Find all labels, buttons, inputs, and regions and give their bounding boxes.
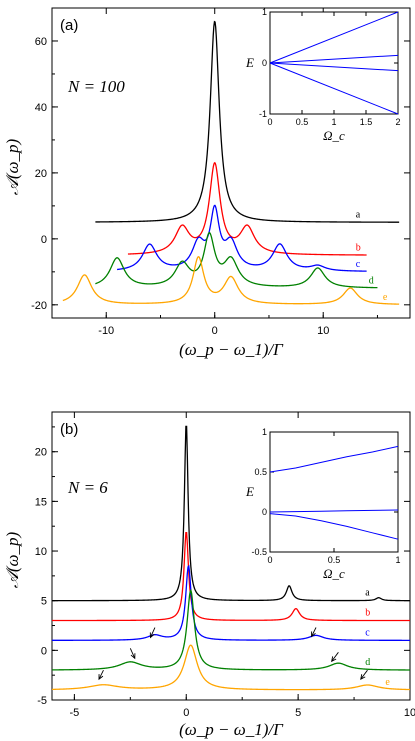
panel-label: (a)	[60, 17, 78, 34]
x-tick-label: 5	[295, 707, 301, 719]
x-axis-label: (ω_p − ω_1)/Γ	[179, 720, 284, 739]
y-tick-label: 15	[35, 496, 47, 508]
arrow-head	[149, 632, 155, 639]
inset-plot: 0 0.5 1-0.500.51Ω_cE	[245, 427, 400, 581]
inset-y-tick-label: 0.5	[254, 467, 267, 477]
series-label-e: e	[383, 292, 388, 303]
series-line-a	[52, 425, 411, 602]
x-tick-label: 0	[212, 325, 218, 337]
inset-line-0	[269, 11, 399, 64]
x-axis-label: (ω_p − ω_1)/Γ	[179, 340, 284, 359]
inset-frame	[269, 431, 399, 553]
inset-x-tick-label: 0	[267, 555, 272, 565]
inset-line-2	[269, 513, 399, 540]
y-axis-label: 𝒜(ω_p)	[3, 531, 22, 588]
inset-y-axis-label: E	[245, 484, 254, 499]
plot-frame	[51, 7, 411, 319]
inset-x-tick-label: 1	[331, 117, 336, 127]
inset-x-tick-label: 0.5	[296, 117, 309, 127]
y-tick-label: 5	[41, 596, 47, 608]
y-axis-label: 𝒜(ω_p)	[3, 138, 22, 195]
inset-x-axis-label: Ω_c	[323, 128, 345, 143]
inset-x-tick-label: 0.5	[328, 555, 341, 565]
series-line-e	[62, 255, 400, 305]
arrow-head	[360, 674, 366, 680]
plot-frame	[51, 411, 411, 701]
x-tick-label: 10	[317, 325, 329, 337]
inset-y-tick-label: 0	[262, 507, 267, 517]
y-tick-label: 0	[41, 645, 47, 657]
arrow-shaft	[129, 648, 136, 659]
y-tick-label: 40	[35, 102, 47, 114]
x-tick-label: -5	[69, 707, 79, 719]
inset-y-tick-label: -1	[259, 109, 267, 119]
inset-x-tick-label: 0	[267, 117, 272, 127]
series-label-b: b	[356, 242, 361, 253]
x-tick-label: 0	[183, 707, 189, 719]
inset-y-tick-label: 0	[262, 58, 267, 68]
series-label-c: c	[365, 627, 370, 638]
inset-line-3	[269, 62, 399, 115]
arrow-head	[311, 631, 316, 638]
arrow-shaft	[98, 670, 104, 680]
inset-line-0	[269, 445, 399, 473]
inset-line-1	[269, 509, 399, 513]
series-line-c	[51, 564, 410, 641]
x-tick-label: -10	[98, 325, 114, 337]
arrow-shaft	[311, 627, 317, 637]
panel-label: (b)	[60, 421, 78, 438]
panel-annotation: N = 6	[67, 478, 108, 497]
y-tick-label: -5	[37, 695, 47, 707]
series-label-c: c	[356, 259, 361, 270]
y-tick-label: 20	[35, 168, 47, 180]
series-line-d	[51, 588, 410, 671]
inset-y-tick-label: 1	[262, 7, 267, 17]
inset-y-tick-label: -0.5	[251, 547, 267, 557]
inset-x-tick-label: 2	[395, 117, 400, 127]
inset-frame	[269, 11, 399, 115]
y-tick-label: 0	[41, 234, 47, 246]
series-line-c	[117, 204, 367, 272]
series-label-b: b	[365, 608, 370, 619]
inset-x-tick-label: 1	[395, 555, 400, 565]
series-label-a: a	[356, 209, 361, 220]
arrow-head	[130, 653, 136, 660]
series-line-e	[51, 644, 411, 691]
series-label-d: d	[365, 657, 370, 668]
series-label-d: d	[369, 275, 374, 286]
arrow-head	[331, 656, 337, 663]
inset-y-tick-label: 1	[262, 427, 267, 437]
inset-line-1	[269, 54, 399, 64]
inset-line-2	[269, 62, 399, 72]
y-tick-label: 20	[35, 447, 47, 459]
panel-annotation: N = 100	[67, 77, 125, 96]
arrow-shaft	[150, 627, 156, 638]
series-line-a	[95, 20, 400, 223]
y-tick-label: -20	[31, 300, 47, 312]
series-label-e: e	[385, 677, 390, 688]
series-line-d	[95, 231, 378, 289]
arrow-shaft	[360, 669, 368, 680]
arrow-shaft	[331, 652, 339, 662]
series-label-a: a	[365, 588, 370, 599]
inset-y-axis-label: E	[245, 55, 254, 70]
y-tick-label: 10	[35, 546, 47, 558]
series-line-b	[52, 532, 410, 622]
arrow-head	[98, 674, 104, 681]
inset-x-tick-label: 1.5	[360, 117, 373, 127]
series-line-b	[127, 161, 367, 256]
inset-x-axis-label: Ω_c	[323, 566, 345, 581]
x-tick-label: 10	[404, 707, 415, 719]
y-tick-label: 60	[35, 36, 47, 48]
